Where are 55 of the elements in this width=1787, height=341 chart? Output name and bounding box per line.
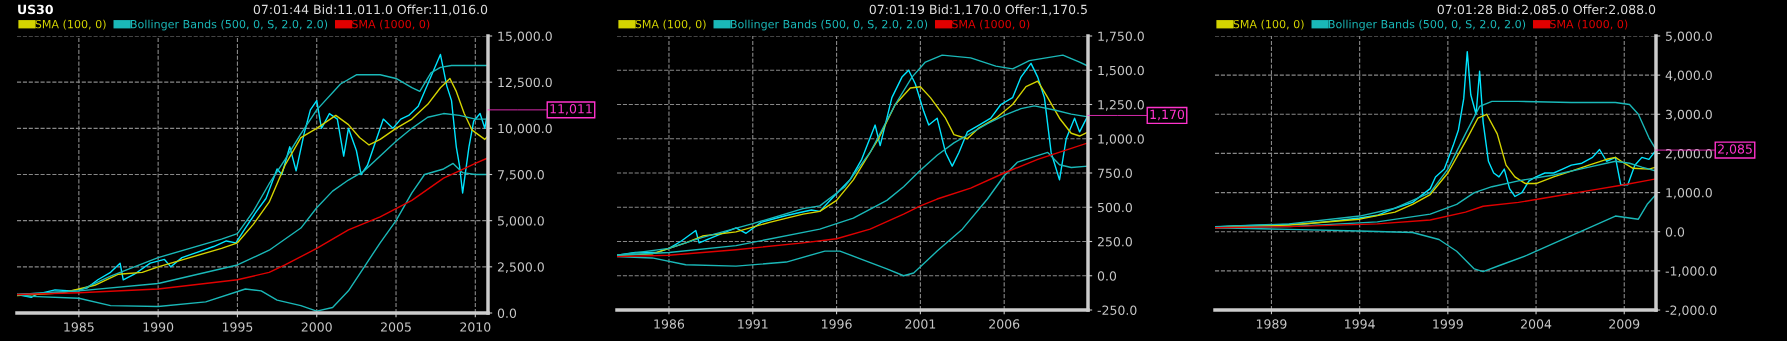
y-tick-label: 0.0 xyxy=(1097,271,1117,281)
x-tick-label: 2000 xyxy=(301,322,332,332)
y-tick-label: 5,000.0 xyxy=(1665,31,1712,43)
y-tick-label: 2,500.0 xyxy=(497,262,544,274)
y-tick-label: 5,000.0 xyxy=(497,216,544,227)
legend-label: SMA (1000, 0) xyxy=(1550,19,1628,30)
x-tick-label: 2009 xyxy=(1609,319,1640,329)
x-tick-label: 1991 xyxy=(738,319,768,329)
legend-label: Bollinger Bands (500, 0, S, 2.0, 2.0) xyxy=(130,19,328,31)
x-tick-label: 2005 xyxy=(381,322,411,332)
text: 07:01:19 Bid:1,170.0 Offer:1,170.5 xyxy=(869,4,1087,16)
y-tick-label: 1,250.0 xyxy=(1098,99,1144,111)
chart-title: US30 xyxy=(18,4,53,15)
text: 2,085 xyxy=(1718,144,1752,155)
legend-label: Bollinger Bands (500, 0, S, 2.0, 2.0) xyxy=(730,19,928,31)
text: 07:01:44 Bid:11,011.0 Offer:11,016.0 xyxy=(253,4,488,16)
x-tick-label: 2001 xyxy=(905,319,936,329)
y-tick-label: 0.0 xyxy=(497,308,517,318)
x-tick-label: 2006 xyxy=(989,319,1020,329)
x-tick-label: 1989 xyxy=(1256,319,1287,329)
x-tick-label: 1985 xyxy=(64,322,94,332)
x-tick-label: 1986 xyxy=(654,319,685,329)
y-tick-label: 10,000.0 xyxy=(498,123,552,135)
line-series xyxy=(617,142,1088,258)
y-tick-label: 12,500.0 xyxy=(498,77,552,89)
legend-label: SMA (1000, 0) xyxy=(352,19,430,30)
y-tick-label: 0.0 xyxy=(1665,227,1685,237)
y-tick-label: 500.0 xyxy=(1097,202,1132,213)
text: 1,170 xyxy=(1150,109,1185,121)
x-tick-label: 1994 xyxy=(1345,319,1375,329)
y-tick-label: 750.0 xyxy=(1098,168,1132,178)
legend-label: SMA (1000, 0) xyxy=(952,19,1030,30)
x-tick-label: 1995 xyxy=(222,322,253,332)
x-tick-label: 1996 xyxy=(822,319,852,329)
text: 07:01:28 Bid:2,085.0 Offer:2,088.0 xyxy=(1437,4,1656,16)
y-tick-label: 1,500.0 xyxy=(1098,65,1144,77)
x-tick-label: 2010 xyxy=(460,322,491,332)
y-tick-label: 1,000.0 xyxy=(1098,134,1144,145)
y-tick-label: 2,000.0 xyxy=(1665,148,1712,160)
line-series xyxy=(1215,178,1656,229)
x-tick-label: 1999 xyxy=(1433,319,1463,329)
y-tick-label: 7,500.0 xyxy=(498,169,544,181)
y-tick-label: 15,000.0 xyxy=(498,31,552,43)
y-tick-label: 1,000.0 xyxy=(1666,188,1712,199)
x-tick-label: 1990 xyxy=(143,322,174,332)
y-tick-label: -2,000.0 xyxy=(1665,305,1717,317)
x-tick-label: 2004 xyxy=(1521,319,1552,329)
y-tick-label: -1,000.0 xyxy=(1665,266,1717,278)
y-tick-label: 3,000.0 xyxy=(1665,109,1712,121)
y-tick-label: 1,750.0 xyxy=(1098,31,1144,43)
y-tick-label: 4,000.0 xyxy=(1665,70,1712,82)
y-tick-label: -250.0 xyxy=(1097,305,1137,315)
legend-label: Bollinger Bands (500, 0, S, 2.0, 2.0) xyxy=(1328,19,1526,31)
text: 11,011 xyxy=(550,104,592,115)
y-tick-label: 250.0 xyxy=(1097,236,1132,247)
